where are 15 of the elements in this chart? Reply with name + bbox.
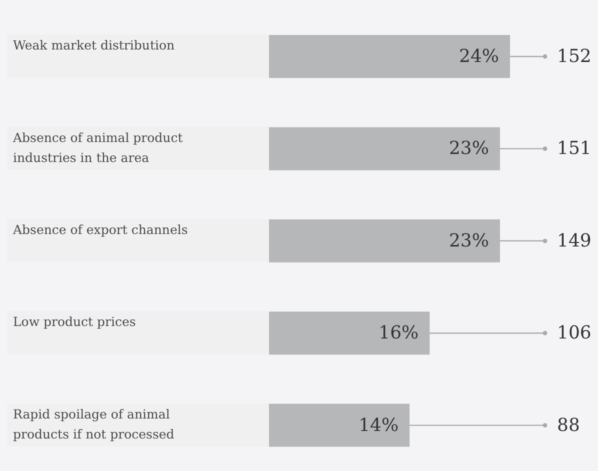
y-tick-label: Absence of export channels bbox=[12, 222, 188, 237]
data-label: 14% bbox=[358, 414, 399, 436]
data-label: 23% bbox=[448, 230, 489, 252]
y-tick-label: Weak market distribution bbox=[13, 38, 175, 53]
y-tick-label: Absence of animal product industries in the area bbox=[12, 130, 183, 165]
text: 149 bbox=[557, 230, 592, 252]
text: 88 bbox=[557, 414, 580, 436]
text: 151 bbox=[557, 138, 592, 160]
data-label: 16% bbox=[378, 322, 419, 344]
text: 152 bbox=[557, 46, 592, 67]
y-tick-label: Low product prices bbox=[13, 314, 136, 330]
y-tick-label: Rapid spoilage of animal products if not processed bbox=[13, 406, 174, 442]
text: 106 bbox=[557, 322, 592, 344]
data-label: 24% bbox=[459, 46, 500, 67]
data-label: 23% bbox=[448, 138, 489, 160]
